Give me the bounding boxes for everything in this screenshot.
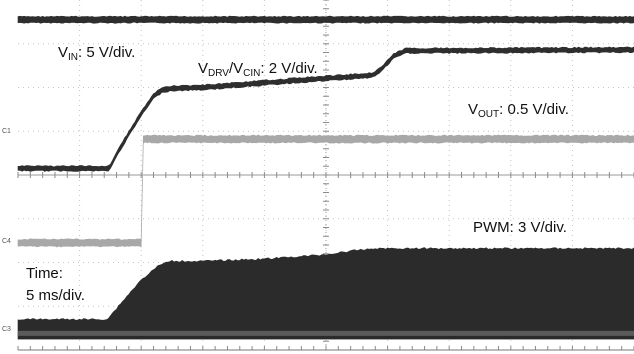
vin-label: VIN: 5 V/div. xyxy=(58,44,136,63)
channel-marker-c4: C4 xyxy=(2,238,11,245)
time-scale-label: Time: xyxy=(26,265,63,282)
time-scale-value: 5 ms/div. xyxy=(26,287,85,304)
channel-marker-c3: C3 xyxy=(2,326,11,333)
trace-vin xyxy=(17,15,634,24)
vdrv-label: VDRV/VCIN: 2 V/div. xyxy=(198,60,318,79)
pwm-label: PWM: 3 V/div. xyxy=(473,219,567,236)
trace-vdrv xyxy=(17,46,634,172)
channel-marker-c1: C1 xyxy=(2,128,11,135)
trace-pwm_stripe xyxy=(17,330,634,336)
trace-vout xyxy=(17,134,634,248)
vout-label: VOUT: 0.5 V/div. xyxy=(468,101,569,120)
trace-pwm xyxy=(17,247,634,340)
